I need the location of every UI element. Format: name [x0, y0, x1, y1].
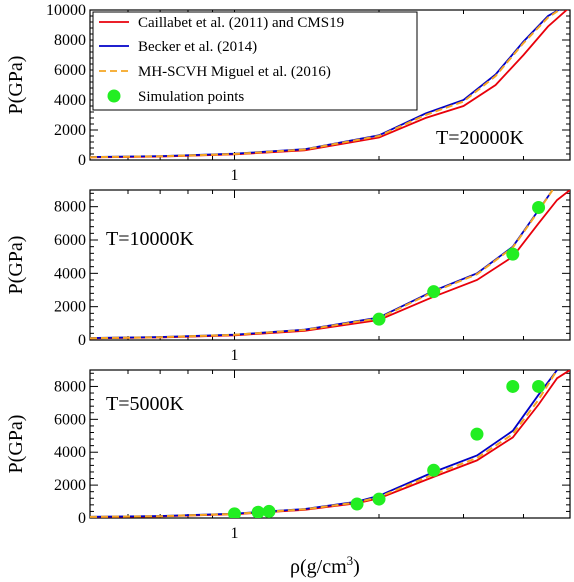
y-tick-label: 6000 — [54, 232, 86, 249]
y-tick-label: 6000 — [54, 62, 86, 79]
y-tick-label: 4000 — [54, 92, 86, 109]
simulation-point — [372, 312, 386, 326]
temperature-label: T=20000K — [436, 127, 524, 149]
x-tick-label: 1 — [230, 525, 238, 542]
y-tick-label: 10000 — [46, 2, 86, 19]
simulation-point — [251, 505, 265, 518]
x-axis-label: ρ(g/cm3) — [290, 553, 360, 578]
plot-frame — [89, 369, 571, 519]
plot-frame — [89, 189, 571, 341]
y-tick-label: 0 — [78, 510, 86, 527]
x-tick-label: 1 — [230, 347, 238, 364]
plot-area — [90, 370, 570, 518]
y-tick-label: 2000 — [54, 477, 86, 494]
y-axis-label: P(GPa) — [5, 56, 27, 115]
plot-area — [90, 10, 568, 159]
series-line-2 — [90, 10, 561, 158]
simulation-point — [506, 247, 520, 261]
simulation-point — [262, 504, 276, 518]
y-tick-label: 4000 — [54, 444, 86, 461]
y-tick-label: 4000 — [54, 265, 86, 282]
legend-label: Becker et al. (2014) — [138, 39, 257, 55]
simulation-point — [372, 492, 386, 506]
panel-3: 0 2000 4000 6000 8000 1 P(GPa) T=5000K ρ(g/cm3) — [5, 369, 571, 578]
temperature-label: T=10000K — [106, 228, 194, 250]
simulation-point — [227, 507, 241, 518]
y-axis-label: P(GPa) — [5, 415, 27, 474]
y-tick-label: 8000 — [54, 199, 86, 216]
simulation-point — [506, 379, 520, 393]
plot-area — [90, 190, 570, 340]
series-line-1 — [90, 190, 570, 340]
legend-label: MH-SCVH Miguel et al. (2016) — [138, 64, 331, 80]
y-tick-label: 6000 — [54, 411, 86, 428]
y-tick-label: 0 — [78, 332, 86, 349]
y-tick-label: 8000 — [54, 378, 86, 395]
simulation-point — [532, 379, 546, 393]
temperature-label: T=5000K — [106, 393, 184, 415]
series-line-3 — [90, 190, 554, 340]
series-line-3 — [90, 10, 562, 159]
simulation-point — [532, 201, 546, 214]
legend-box — [92, 11, 418, 111]
legend-marker — [107, 89, 121, 103]
panel-1: 0 2000 4000 6000 8000 10000 1 P(GPa) T=20000K Cai… — [5, 2, 571, 184]
simulation-point — [427, 285, 441, 299]
simulation-point — [427, 463, 441, 477]
simulation-point — [470, 427, 484, 441]
plot-frame — [89, 9, 571, 161]
y-tick-label: 0 — [78, 152, 86, 169]
legend-label: Simulation points — [138, 89, 244, 105]
legend: Caillabet et al. (2011) and CMS19 Becker … — [92, 11, 418, 111]
x-tick-label: 1 — [230, 167, 238, 184]
simulation-point — [350, 497, 364, 511]
series-line-2 — [90, 190, 554, 339]
y-tick-label: 2000 — [54, 299, 86, 316]
y-tick-label: 2000 — [54, 122, 86, 139]
y-axis-label: P(GPa) — [5, 236, 27, 295]
legend-label: Caillabet et al. (2011) and CMS19 — [138, 15, 344, 31]
y-tick-label: 8000 — [54, 32, 86, 49]
panel-2: 0 2000 4000 6000 8000 1 P(GPa) T=10000K — [5, 189, 571, 364]
